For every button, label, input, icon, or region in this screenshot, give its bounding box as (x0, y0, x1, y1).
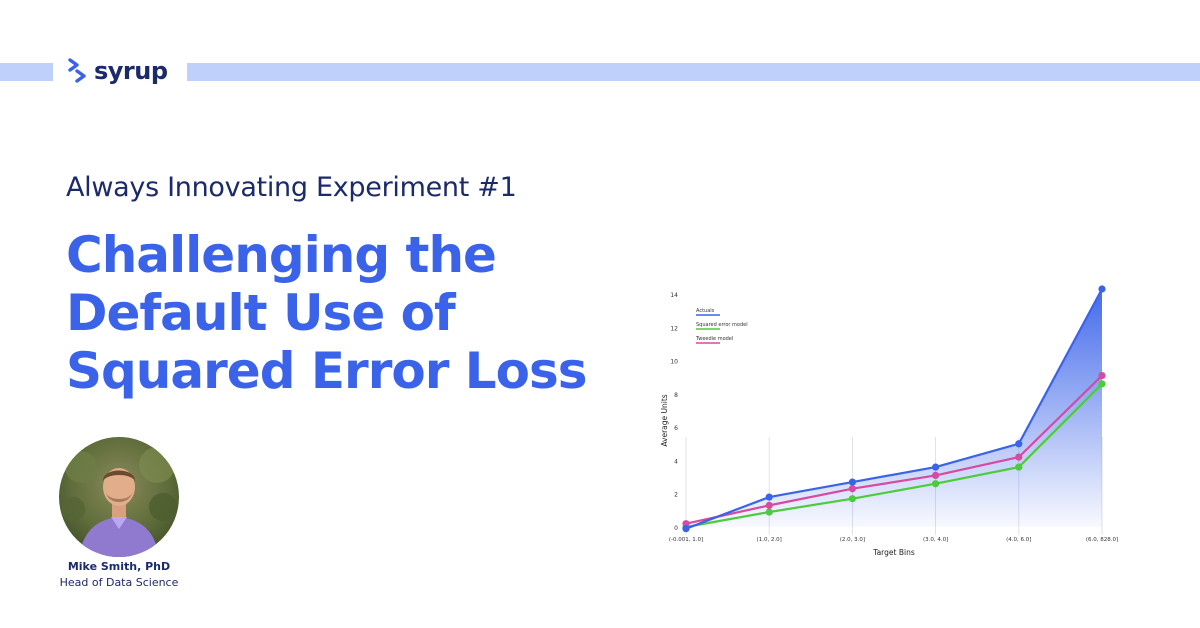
x-tick-label: (4.0, 6.0] (1006, 537, 1031, 543)
x-tick-label: (6.0, 828.0] (1086, 537, 1118, 543)
legend-label: Squared error model (696, 322, 748, 328)
series-line (685, 383, 1103, 529)
x-tick-label: (-0.001, 1.0] (669, 537, 703, 543)
page-title: Challenging the Default Use of Squared E… (66, 226, 666, 400)
y-tick-label: 6 (674, 425, 678, 432)
data-point (932, 463, 940, 471)
loss-chart: 0 2 4 6 8 10 12 14 (-0.001, 1.0] (1.0, 2.0] (2.0, … (660, 285, 1118, 557)
title-line: Default Use of (66, 284, 456, 342)
data-point (1098, 371, 1106, 380)
data-point (848, 485, 856, 493)
series-line (685, 288, 1103, 530)
y-tick-label: 2 (674, 492, 678, 499)
author-photo (59, 437, 179, 557)
y-axis-title: Average Units (660, 394, 669, 446)
series-line (685, 374, 1103, 525)
data-point (1015, 453, 1023, 461)
author-avatar (59, 437, 179, 557)
data-point (1098, 285, 1106, 293)
y-tick-label: 8 (674, 392, 678, 399)
author-name: Mike Smith, PhD (67, 560, 171, 573)
data-point (1098, 380, 1106, 388)
data-point (765, 493, 773, 501)
y-tick-label: 10 (670, 359, 678, 366)
eyebrow-text: Always Innovating Experiment #1 (66, 172, 517, 203)
syrup-logo-icon (68, 58, 86, 83)
data-point (765, 501, 773, 509)
data-point (932, 471, 940, 480)
title-line: Squared Error Loss (66, 342, 588, 400)
header-band-left (0, 63, 53, 81)
x-axis-title: Target Bins (872, 548, 915, 557)
actuals-area (686, 289, 1102, 529)
y-tick-label: 14 (670, 292, 678, 299)
data-point (682, 525, 690, 533)
data-point (765, 508, 773, 516)
title-line: Challenging the (66, 226, 497, 284)
x-tick-label: (1.0, 2.0] (757, 537, 782, 543)
y-tick-label: 4 (674, 458, 678, 465)
data-point (848, 478, 856, 486)
x-tick-label: (3.0, 4.0] (923, 537, 948, 543)
legend-label: Actuals (696, 308, 715, 314)
brand-name: syrup (94, 57, 168, 85)
header-band-right (187, 63, 1200, 81)
data-point (1015, 440, 1023, 448)
legend-label: Tweedie model (695, 336, 733, 342)
data-point (682, 520, 690, 528)
y-tick-label: 0 (674, 525, 678, 532)
data-point (848, 495, 856, 503)
data-point (1015, 463, 1023, 471)
author-role: Head of Data Science (59, 576, 179, 589)
data-point (932, 480, 940, 488)
brand-logo[interactable]: syrup (66, 56, 168, 86)
x-tick-label: (2.0, 3.0] (840, 537, 865, 543)
y-tick-label: 12 (670, 325, 678, 332)
